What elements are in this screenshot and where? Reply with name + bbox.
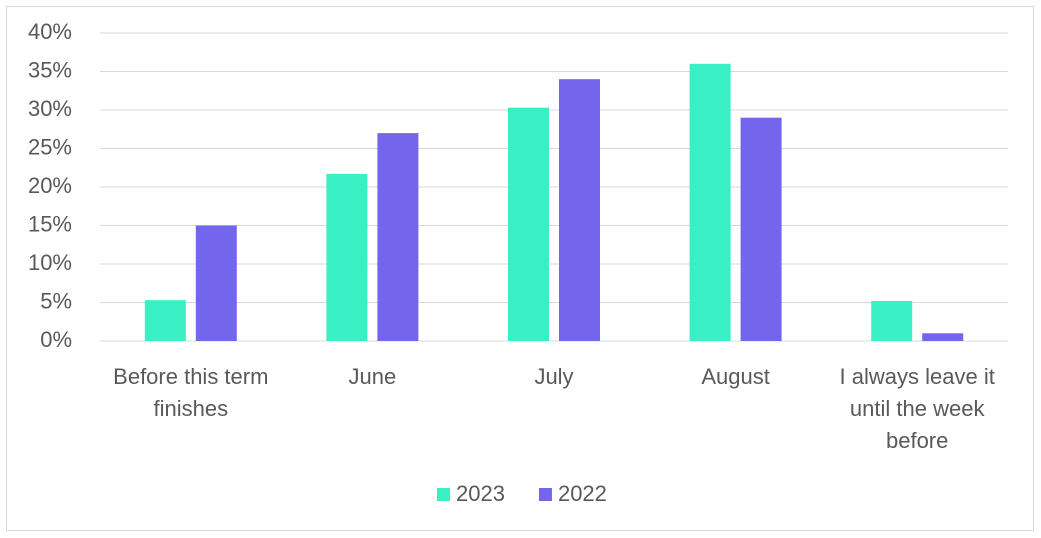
y-tick-label: 10% bbox=[28, 250, 72, 275]
x-tick-label: Before this term finishes bbox=[113, 364, 269, 421]
bar bbox=[689, 63, 731, 342]
bar bbox=[740, 117, 782, 341]
y-tick-label: 25% bbox=[28, 134, 72, 159]
bar bbox=[326, 173, 368, 341]
bar bbox=[922, 333, 964, 341]
legend-swatch bbox=[437, 488, 450, 501]
bar bbox=[377, 133, 419, 341]
bar bbox=[508, 107, 549, 341]
legend-swatch bbox=[538, 488, 552, 501]
legend-label: 2022 bbox=[558, 481, 607, 506]
x-tick-label: June bbox=[348, 364, 397, 389]
x-tick-label: July bbox=[534, 364, 574, 389]
bar bbox=[195, 225, 237, 341]
bar bbox=[144, 300, 186, 341]
bar bbox=[871, 300, 913, 341]
y-tick-label: 40% bbox=[28, 19, 72, 44]
legend-label: 2023 bbox=[456, 481, 505, 506]
y-tick-label: 30% bbox=[28, 96, 72, 121]
y-tick-label: 0% bbox=[40, 327, 72, 352]
x-tick-label: I always leave it until the week before bbox=[839, 364, 995, 453]
bar bbox=[559, 79, 600, 341]
y-tick-label: 20% bbox=[28, 173, 72, 198]
x-tick-label: August bbox=[701, 364, 770, 389]
y-tick-label: 15% bbox=[28, 211, 72, 236]
y-tick-label: 5% bbox=[40, 288, 72, 313]
y-tick-label: 35% bbox=[28, 57, 72, 82]
